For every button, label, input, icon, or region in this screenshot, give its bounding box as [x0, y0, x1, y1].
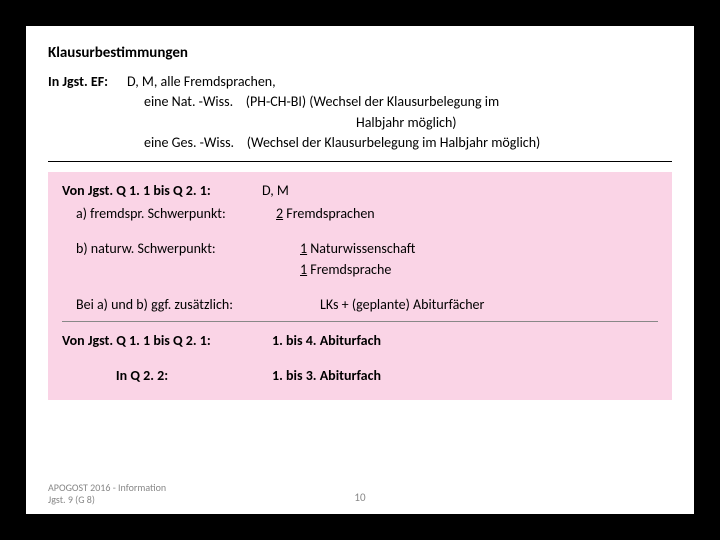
ef-line2-cont: Halbjahr möglich) — [48, 113, 672, 133]
q2-row2: In Q 2. 2: 1. bis 3. Abiturfach — [62, 367, 658, 384]
slide-title: Klausurbestimmungen — [48, 44, 672, 62]
gap-3 — [62, 353, 658, 367]
q-b2-txt: Fremdsprache — [307, 261, 391, 278]
ef-ges-label: eine Ges. -Wiss. — [144, 134, 234, 151]
q-a-txt: Fremdsprachen — [283, 205, 375, 222]
ef-leader: In Jgst. EF: — [48, 73, 108, 90]
ef-ges-note: (Wechsel der Klausurbelegung im Halbjahr… — [247, 134, 541, 151]
q-row-dm: Von Jgst. Q 1. 1 bis Q 2. 1: D, M — [62, 182, 658, 199]
section-ef: In Jgst. EF: D, M, alle Fremdsprachen, e… — [48, 72, 672, 153]
divider-1 — [48, 161, 672, 162]
q-dm: D, M — [262, 182, 658, 199]
q2-row1: Von Jgst. Q 1. 1 bis Q 2. 1: 1. bis 4. A… — [62, 332, 658, 349]
ef-subjects: D, M, alle Fremdsprachen, — [127, 73, 276, 90]
ef-line3: eine Ges. -Wiss. (Wechsel der Klausurbel… — [48, 133, 672, 153]
pink-box: Von Jgst. Q 1. 1 bis Q 2. 1: D, M a) fre… — [48, 172, 672, 400]
q-row-c: Bei a) und b) ggf. zusätzlich: LKs + (ge… — [62, 296, 658, 313]
q-c-value: LKs + (geplante) Abiturfächer — [296, 296, 658, 313]
ef-line2: eine Nat. -Wiss. (PH-CH-BI) (Wechsel der… — [48, 92, 672, 112]
gap-1 — [62, 226, 658, 240]
q-b-label: b) naturw. Schwerpunkt: — [76, 240, 276, 257]
q2-val1: 1. bis 4. Abiturfach — [262, 332, 658, 349]
q-b-value1: 1 Naturwissenschaft — [276, 240, 658, 257]
ef-nat-label: eine Nat. -Wiss. — [144, 93, 233, 110]
q-b-value2: 1 Fremdsprache — [276, 261, 658, 278]
q-row-b: b) naturw. Schwerpunkt: 1 Naturwissensch… — [62, 240, 658, 257]
q-b1-txt: Naturwissenschaft — [307, 240, 415, 257]
gap-2 — [62, 282, 658, 296]
q-leader: Von Jgst. Q 1. 1 bis Q 2. 1: — [62, 182, 262, 199]
footer: APOGOST 2016 - Information Jgst. 9 (G 8) — [48, 482, 166, 506]
ef-nat-note: (PH-CH-BI) (Wechsel der Klausurbelegung … — [246, 93, 499, 110]
q2-leader2: In Q 2. 2: — [62, 367, 262, 384]
q-a-label: a) fremdspr. Schwerpunkt: — [76, 205, 276, 222]
q2-leader1: Von Jgst. Q 1. 1 bis Q 2. 1: — [62, 332, 262, 349]
q-c-label: Bei a) und b) ggf. zusätzlich: — [76, 296, 296, 313]
q-a-value: 2 Fremdsprachen — [276, 205, 658, 222]
q-b-label-empty — [76, 261, 276, 278]
q-row-a: a) fremdspr. Schwerpunkt: 2 Fremdsprache… — [62, 205, 658, 222]
ef-line1: In Jgst. EF: D, M, alle Fremdsprachen, — [48, 72, 672, 92]
page-number: 10 — [354, 491, 365, 504]
ef-nat-note2: Halbjahr möglich) — [356, 114, 457, 131]
q2-val2: 1. bis 3. Abiturfach — [262, 367, 658, 384]
divider-2 — [62, 321, 658, 322]
footer-line2: Jgst. 9 (G 8) — [48, 494, 166, 506]
slide: Klausurbestimmungen In Jgst. EF: D, M, a… — [26, 26, 694, 514]
q-row-b2: 1 Fremdsprache — [62, 261, 658, 278]
